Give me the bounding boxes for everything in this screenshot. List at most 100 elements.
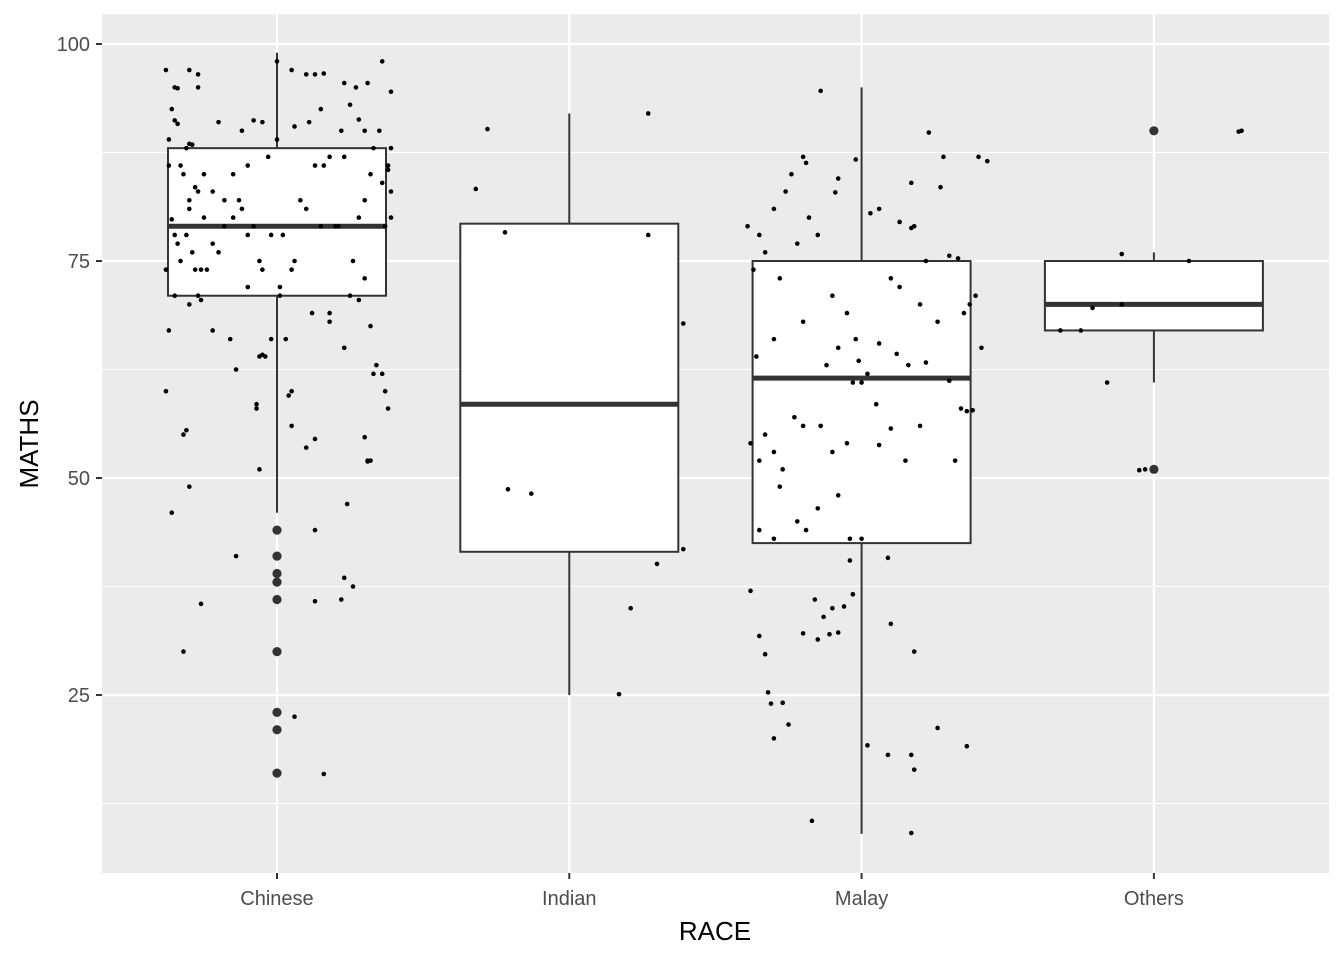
jitter-point — [841, 604, 847, 609]
jitter-point — [327, 154, 332, 160]
jitter-point — [321, 163, 327, 168]
jitter-point — [967, 302, 973, 307]
x-tick-label: Chinese — [240, 888, 313, 910]
jitter-point — [230, 171, 236, 177]
outlier-point — [272, 577, 282, 587]
jitter-point — [815, 232, 821, 238]
jitter-point — [289, 388, 294, 394]
jitter-point — [339, 128, 344, 134]
jitter-point — [385, 406, 391, 411]
x-tick-label: Others — [1124, 888, 1184, 910]
jitter-point — [865, 371, 870, 377]
jitter-point — [529, 491, 534, 496]
jitter-point — [800, 631, 806, 636]
jitter-point — [771, 736, 777, 741]
jitter-point — [347, 293, 353, 299]
jitter-point — [388, 189, 394, 194]
jitter-point — [362, 197, 367, 203]
y-tick-label: 50 — [68, 468, 90, 490]
jitter-point — [201, 171, 207, 177]
outlier-point — [272, 551, 282, 561]
jitter-point — [748, 588, 753, 594]
jitter-point — [181, 649, 186, 654]
jitter-point — [362, 276, 367, 281]
jitter-point — [771, 206, 777, 212]
jitter-point — [166, 163, 172, 168]
jitter-point — [175, 241, 180, 246]
jitter-point — [800, 319, 806, 325]
jitter-point — [792, 414, 797, 420]
x-axis: Chinese Indian Malay Others — [240, 873, 1184, 910]
jitter-point — [844, 310, 850, 316]
x-tick-label: Indian — [542, 888, 597, 910]
jitter-point — [885, 752, 891, 758]
jitter-point — [268, 336, 274, 342]
jitter-point — [195, 72, 201, 77]
jitter-point — [645, 232, 651, 238]
jitter-point — [853, 157, 859, 162]
jitter-point — [263, 354, 268, 359]
jitter-point — [680, 321, 686, 326]
jitter-point — [172, 232, 177, 238]
jitter-point — [628, 605, 633, 611]
jitter-point — [973, 293, 978, 299]
outlier-point — [272, 768, 282, 778]
jitter-point — [818, 88, 823, 94]
jitter-point — [198, 601, 204, 607]
jitter-point — [368, 323, 373, 329]
jitter-point — [897, 284, 902, 290]
jitter-point — [382, 388, 388, 394]
jitter-point — [1119, 251, 1125, 257]
jitter-point — [771, 536, 777, 542]
jitter-point — [844, 440, 850, 446]
jitter-point — [1104, 380, 1110, 385]
jitter-point — [268, 232, 274, 238]
jitter-point — [172, 118, 177, 123]
jitter-point — [830, 449, 835, 455]
jitter-point — [303, 445, 309, 450]
jitter-point — [187, 206, 192, 212]
jitter-point — [251, 118, 256, 123]
jitter-point — [166, 137, 172, 142]
y-axis: 25 50 75 100 — [57, 34, 102, 707]
jitter-point — [289, 267, 294, 272]
jitter-point — [873, 401, 879, 407]
jitter-point — [748, 440, 753, 446]
jitter-point — [365, 80, 370, 86]
jitter-point — [1078, 328, 1084, 333]
jitter-point — [1236, 129, 1241, 134]
jitter-point — [350, 258, 356, 264]
jitter-point — [195, 85, 201, 90]
jitter-point — [339, 597, 344, 602]
jitter-point — [756, 527, 762, 533]
jitter-point — [239, 206, 245, 212]
jitter-point — [163, 67, 169, 73]
jitter-point — [239, 128, 245, 134]
jitter-point — [850, 380, 856, 385]
box-indian — [459, 113, 680, 695]
jitter-point — [163, 267, 169, 272]
jitter-point — [906, 362, 911, 368]
jitter-point — [809, 818, 815, 824]
jitter-point — [745, 223, 750, 229]
y-tick-label: 25 — [68, 685, 90, 707]
jitter-point — [908, 180, 914, 186]
jitter-point — [853, 336, 859, 342]
jitter-point — [187, 67, 192, 73]
jitter-point — [827, 631, 832, 637]
jitter-point — [204, 267, 210, 272]
jitter-point — [388, 215, 394, 220]
jitter-point — [303, 72, 309, 77]
jitter-point — [911, 223, 917, 229]
jitter-point — [309, 310, 315, 316]
jitter-point — [832, 190, 838, 195]
jitter-point — [277, 284, 283, 290]
jitter-point — [756, 232, 762, 238]
jitter-point — [318, 223, 324, 229]
jitter-point — [803, 527, 809, 533]
jitter-point — [794, 519, 800, 524]
jitter-point — [222, 197, 227, 203]
jitter-point — [184, 232, 189, 238]
jitter-point — [233, 553, 239, 559]
jitter-point — [195, 293, 201, 299]
